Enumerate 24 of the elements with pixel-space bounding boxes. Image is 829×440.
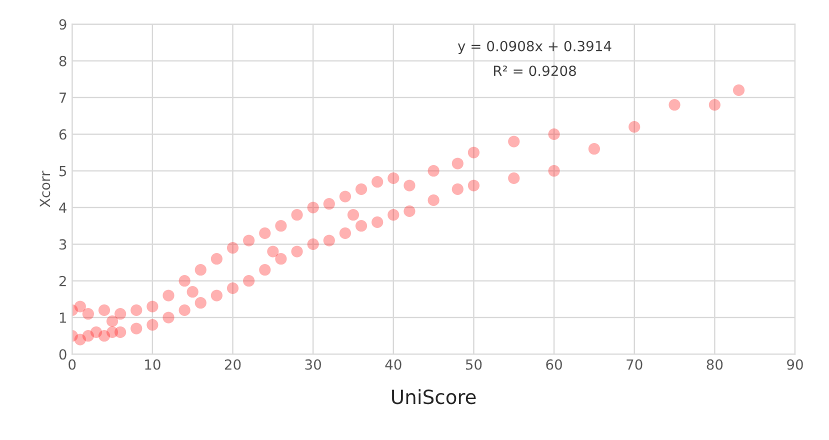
- y-tick-label: 7: [60, 92, 66, 103]
- annotation: y = 0.0908x + 0.3914: [458, 40, 612, 54]
- x-tick-label: 30: [305, 359, 321, 370]
- y-tick-label: 8: [59, 56, 66, 66]
- y-tick-label: 0: [59, 349, 66, 360]
- y-tick-label: 6: [59, 129, 66, 140]
- x-tick-label: 70: [626, 359, 642, 370]
- x-tick-label: 0: [68, 359, 76, 370]
- x-tick-label: 10: [145, 359, 160, 370]
- annotation: R² = 0.9208: [494, 66, 576, 76]
- y-tick-label: 2: [59, 276, 66, 286]
- x-tick-label: 90: [787, 359, 803, 370]
- x-tick-label: 50: [466, 359, 482, 370]
- y-axis-title: Xcorr: [40, 170, 50, 208]
- y-tick-label: 9: [59, 19, 66, 30]
- x-tick-label: 20: [224, 359, 241, 370]
- y-tick-label: 1: [60, 312, 66, 323]
- x-tick-label: 40: [385, 359, 402, 370]
- x-tick-label: 60: [546, 359, 562, 370]
- x-axis-title: UniScore: [392, 389, 476, 404]
- y-tick-label: 4: [59, 202, 66, 213]
- x-tick-label: 80: [706, 359, 723, 370]
- y-tick-label: 5: [59, 166, 66, 176]
- y-tick-label: 3: [59, 239, 66, 250]
